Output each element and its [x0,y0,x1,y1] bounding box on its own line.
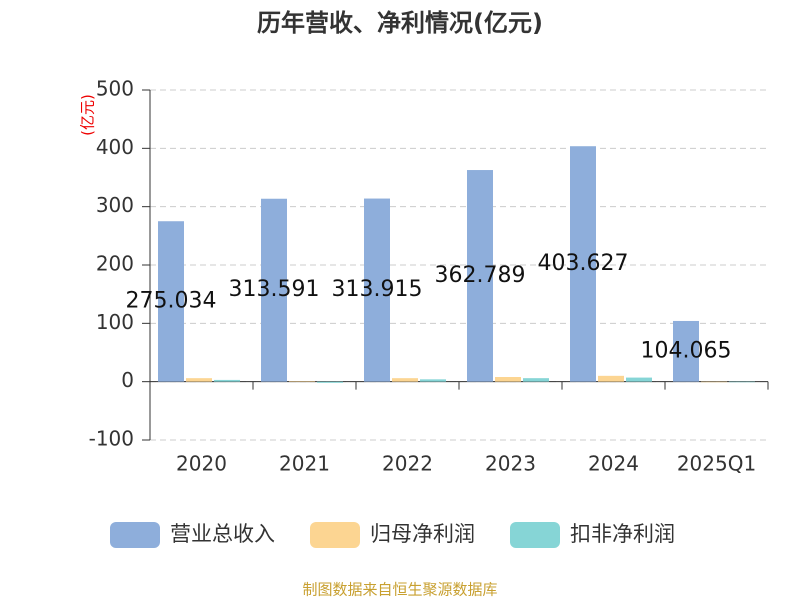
legend-swatch [110,522,160,548]
x-tick-label: 2022 [382,452,433,476]
chart-title: 历年营收、净利情况(亿元) [257,9,543,37]
y-tick-label: -100 [89,427,134,451]
y-tick-label: 0 [121,368,134,392]
y-tick-label: 300 [96,193,134,217]
legend-swatch [310,522,360,548]
bar [261,198,287,382]
y-tick-label: 100 [96,310,134,334]
value-label: 313.591 [229,277,320,302]
bar [392,378,418,382]
legend-label: 营业总收入 [170,522,275,546]
value-label: 313.915 [332,277,423,302]
bar [289,381,315,382]
bar [158,221,184,382]
bar [673,320,699,382]
bar [598,375,624,382]
bar [570,146,596,382]
value-label: 362.789 [435,263,526,288]
y-tick-label: 200 [96,252,134,276]
legend-swatch [510,522,560,548]
bar [626,377,652,382]
y-tick-label: 400 [96,135,134,159]
bar [317,381,343,383]
value-label: 104.065 [641,338,732,363]
y-axis-label: (亿元) [79,94,97,136]
x-tick-label: 2024 [588,452,639,476]
x-tick-label: 2021 [279,452,330,476]
bar [420,379,446,382]
y-tick-label: 500 [96,77,134,101]
x-tick-label: 2020 [176,452,227,476]
bar [214,379,240,382]
legend-label: 归母净利润 [370,522,475,546]
bar [364,198,390,382]
bar [523,378,549,382]
bar [495,377,521,382]
bar [186,378,212,382]
legend-label: 扣非净利润 [570,522,675,546]
bar [729,381,755,383]
value-label: 275.034 [126,288,217,313]
x-tick-label: 2023 [485,452,536,476]
value-label: 403.627 [538,251,629,276]
bar [701,381,727,383]
bar [467,170,493,382]
x-tick-label: 2025Q1 [677,452,756,476]
source: 制图数据来自恒生聚源数据库 [302,581,497,599]
